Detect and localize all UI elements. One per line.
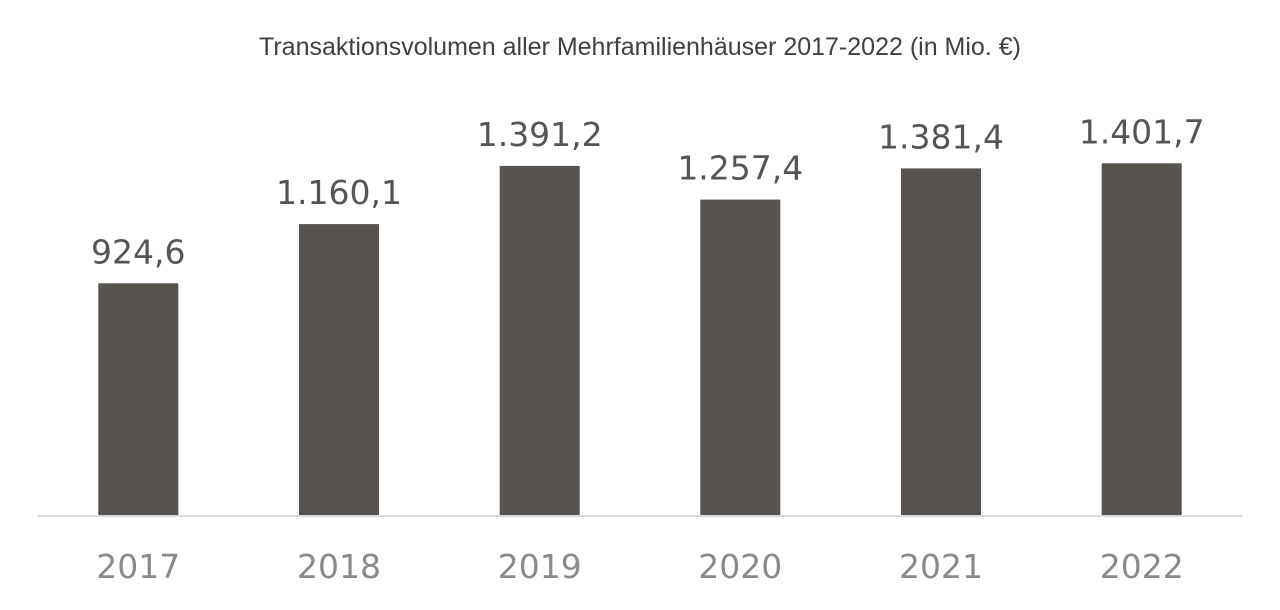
x-tick-label-2017: 2017 [96,547,180,586]
bar-2020 [700,199,781,516]
x-tick-label-2021: 2021 [899,547,983,586]
bar-2022 [1101,163,1182,517]
data-label-2019: 1.391,2 [477,115,603,154]
chart-title: Transaktionsvolumen aller Mehrfamilienhä… [259,33,1021,61]
bar-2018 [299,224,379,516]
bar-2019 [499,165,580,516]
x-tick-labels-group: 2017 2018 2019 2020 2021 2022 [96,547,1183,586]
x-tick-label-2019: 2019 [498,547,582,586]
bar-2017 [98,283,179,516]
data-label-2022: 1.401,7 [1079,112,1205,151]
data-label-2017: 924,6 [91,232,185,271]
data-label-2021: 1.381,4 [878,117,1004,156]
data-label-2020: 1.257,4 [677,149,803,188]
x-tick-label-2018: 2018 [297,547,381,586]
x-tick-label-2022: 2022 [1100,547,1184,586]
data-label-2018: 1.160,1 [276,173,402,212]
data-labels-group: 924,6 1.160,1 1.391,2 1.257,4 1.381,4 1.401,7 [91,112,1205,271]
bar-2021 [901,168,981,516]
x-tick-label-2020: 2020 [698,547,782,586]
bars-group [98,163,1182,517]
